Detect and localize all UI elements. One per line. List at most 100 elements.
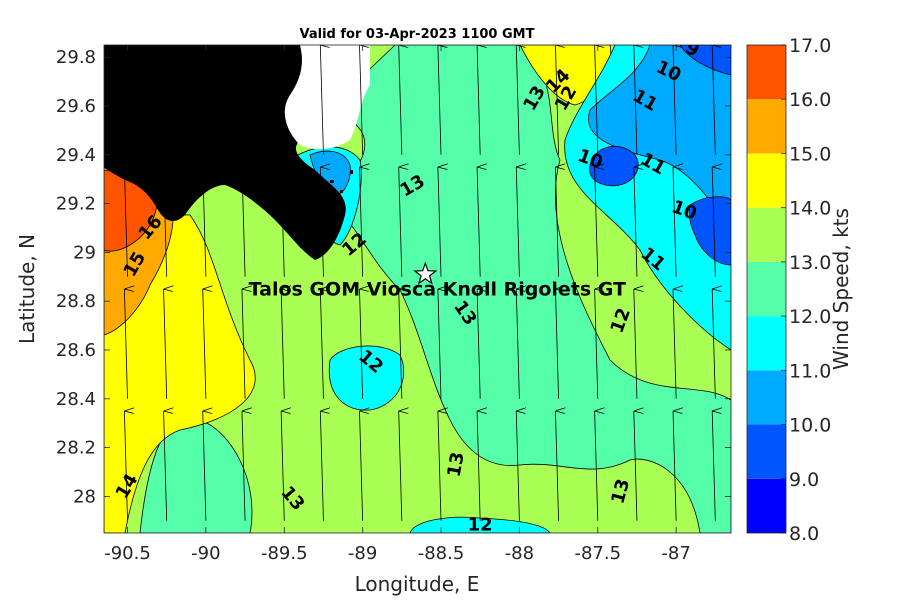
wind-arrow — [515, 167, 519, 277]
wind-arrow — [359, 45, 363, 155]
wind-arrow — [437, 167, 441, 277]
y-tick-label: 28.4 — [56, 389, 96, 410]
wind-arrow — [672, 167, 676, 277]
wind-arrow — [123, 167, 127, 277]
band-9-10-center — [589, 146, 639, 187]
wind-arrow — [319, 45, 323, 155]
wind-arrow — [280, 289, 284, 399]
colorbar-tick-label: 10.0 — [789, 415, 831, 437]
wind-arrow — [202, 167, 206, 277]
colorbar-segment — [747, 261, 786, 317]
contour-label: 13 — [444, 450, 469, 478]
wind-arrow — [476, 411, 480, 521]
wind-arrow — [555, 167, 558, 277]
wind-arrow — [163, 411, 167, 521]
y-tick-label: 28.8 — [56, 291, 96, 312]
wind-arrow — [280, 167, 284, 277]
wind-arrow — [163, 167, 167, 277]
y-tick-label: 28.6 — [56, 340, 96, 361]
x-tick-label: -87 — [661, 543, 690, 564]
band-9-10-se — [688, 196, 731, 266]
colorbar-segment — [747, 153, 786, 208]
colorbar-segment — [747, 424, 786, 479]
y-tick-label: 29.8 — [56, 47, 96, 68]
wind-arrow — [711, 45, 715, 155]
x-tick-label: -89 — [348, 543, 377, 564]
wind-arrow — [672, 289, 676, 399]
wind-arrow — [202, 289, 206, 399]
wind-arrow — [280, 411, 284, 521]
colorbar-segment — [747, 45, 786, 100]
colorbar-tick-label: 8.0 — [789, 523, 819, 545]
wind-arrow — [163, 289, 167, 399]
wind-arrow — [555, 411, 558, 521]
wind-arrow — [711, 167, 715, 277]
wind-arrow — [476, 289, 480, 399]
x-tick-label: -88 — [505, 543, 534, 564]
wind-arrow — [594, 167, 598, 277]
wind-arrow — [359, 167, 363, 277]
colorbar-tick-label: 16.0 — [789, 89, 831, 111]
x-tick-label: -88.5 — [418, 543, 465, 564]
wind-arrow — [633, 45, 637, 155]
y-tick-label: 29.4 — [56, 145, 96, 166]
star-icon — [413, 261, 438, 285]
unmapped-region — [284, 45, 370, 150]
wind-arrow — [633, 167, 637, 277]
y-axis-ticks: 29.8 29.6 29.4 29.2 29 28.8 28.6 28.4 28.2 28 — [56, 47, 731, 507]
wind-arrow — [672, 411, 676, 521]
colorbar-segment — [747, 370, 786, 425]
wind-arrow — [711, 289, 715, 399]
station-label: Talos GOM Viosca Knoll Rigolets GT — [249, 278, 626, 300]
wind-arrow — [555, 289, 558, 399]
colorbar-tick-label: 15.0 — [789, 143, 831, 165]
wind-arrow — [202, 45, 206, 155]
map-title: Valid for 03-Apr-2023 1100 GMT — [300, 27, 535, 42]
wind-arrow — [398, 289, 402, 399]
wind-arrow — [163, 45, 167, 155]
band-9-10-east — [679, 45, 731, 76]
x-tick-label: -90 — [191, 543, 220, 564]
colorbar-frame — [746, 44, 787, 534]
wind-arrow — [398, 45, 402, 155]
colorbar-tick-label: 11.0 — [789, 360, 831, 382]
wind-arrow — [241, 411, 245, 521]
colorbar-tick-label: 17.0 — [789, 35, 831, 57]
wind-arrow — [515, 411, 519, 521]
y-tick-label: 29.6 — [56, 96, 96, 117]
colorbar-segment — [747, 478, 786, 533]
wind-arrow — [319, 167, 323, 277]
colorbar-tick-label: 12.0 — [789, 306, 831, 328]
wind-arrow — [476, 167, 480, 277]
colorbar-tick-label: 14.0 — [789, 198, 831, 220]
wind-arrow — [437, 289, 441, 399]
y-tick-label: 28 — [73, 486, 96, 507]
x-tick-label: -90.5 — [104, 543, 151, 564]
wind-arrow — [515, 289, 519, 399]
wind-arrow — [241, 289, 245, 399]
colorbar: 8.0 9.0 10.0 11.0 12.0 13.0 14.0 15.0 16.0 17.0 — [746, 35, 831, 545]
wind-arrow — [398, 167, 402, 277]
wind-arrow — [398, 411, 402, 521]
wind-arrow — [437, 411, 441, 521]
colorbar-label: Wind Speed, kts — [829, 208, 853, 370]
wind-arrow — [594, 45, 598, 155]
x-tick-label: -89.5 — [261, 543, 308, 564]
wind-arrow — [202, 411, 206, 521]
colorbar-tick-label: 13.0 — [789, 252, 831, 274]
wind-arrow — [359, 411, 363, 521]
wind-arrow — [123, 289, 127, 399]
wind-arrow — [280, 45, 284, 155]
colorbar-segment — [747, 316, 786, 371]
contour-label: 12 — [468, 515, 493, 536]
plot-frame — [103, 44, 732, 534]
wind-vectors — [123, 45, 715, 521]
coastal-islands — [200, 160, 353, 248]
wind-arrow — [437, 45, 441, 155]
wind-arrow — [319, 289, 323, 399]
y-tick-label: 28.2 — [56, 438, 96, 459]
wind-arrow — [711, 411, 715, 521]
wind-arrow — [241, 167, 245, 277]
wind-arrow — [319, 411, 323, 521]
